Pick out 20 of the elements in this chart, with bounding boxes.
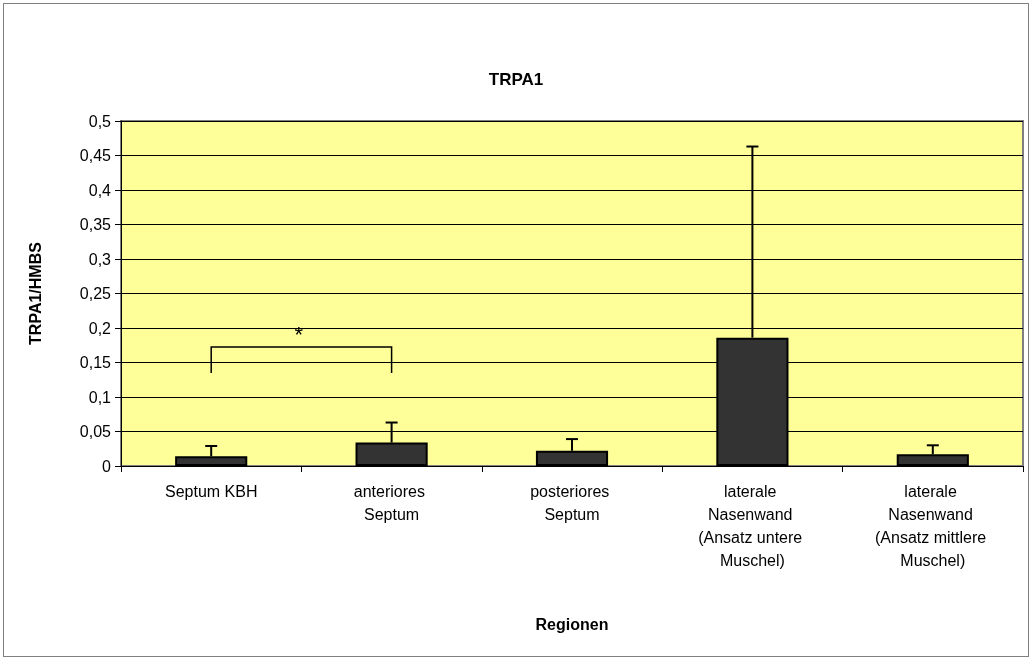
y-tick-label: 0,45 bbox=[79, 147, 112, 164]
annotation: * bbox=[294, 321, 304, 347]
x-tick-label: Septum KBH bbox=[164, 483, 258, 500]
y-tick-label: 0,25 bbox=[79, 285, 112, 302]
y-tick-label: 0,3 bbox=[88, 250, 112, 268]
y-tick-label: 0,15 bbox=[79, 354, 112, 371]
y-tick-label: 0,2 bbox=[88, 319, 112, 337]
y-tick-label: 0 bbox=[102, 457, 112, 475]
y-tick-label: 0,35 bbox=[79, 216, 112, 233]
x-tick-label: laterale Nasenwand (Ansatz untere Muschel) bbox=[698, 483, 807, 569]
chart-title: TRPA1 bbox=[488, 70, 544, 89]
y-tick-label: 0,4 bbox=[88, 181, 112, 199]
y-axis-title: TRPA1/HMBS bbox=[26, 241, 44, 345]
y-tick-label: 0,05 bbox=[79, 423, 112, 440]
y-tick-label: 0,1 bbox=[88, 388, 112, 406]
y-tick-label: 0,5 bbox=[88, 112, 112, 130]
x-tick-label: laterale Nasenwand (Ansatz mittlere Muschel) bbox=[875, 483, 991, 569]
x-axis-title: Regionen bbox=[535, 615, 609, 633]
x-tick-label: posteriores Septum bbox=[530, 483, 614, 523]
x-tick-label: anteriores Septum bbox=[353, 483, 430, 523]
